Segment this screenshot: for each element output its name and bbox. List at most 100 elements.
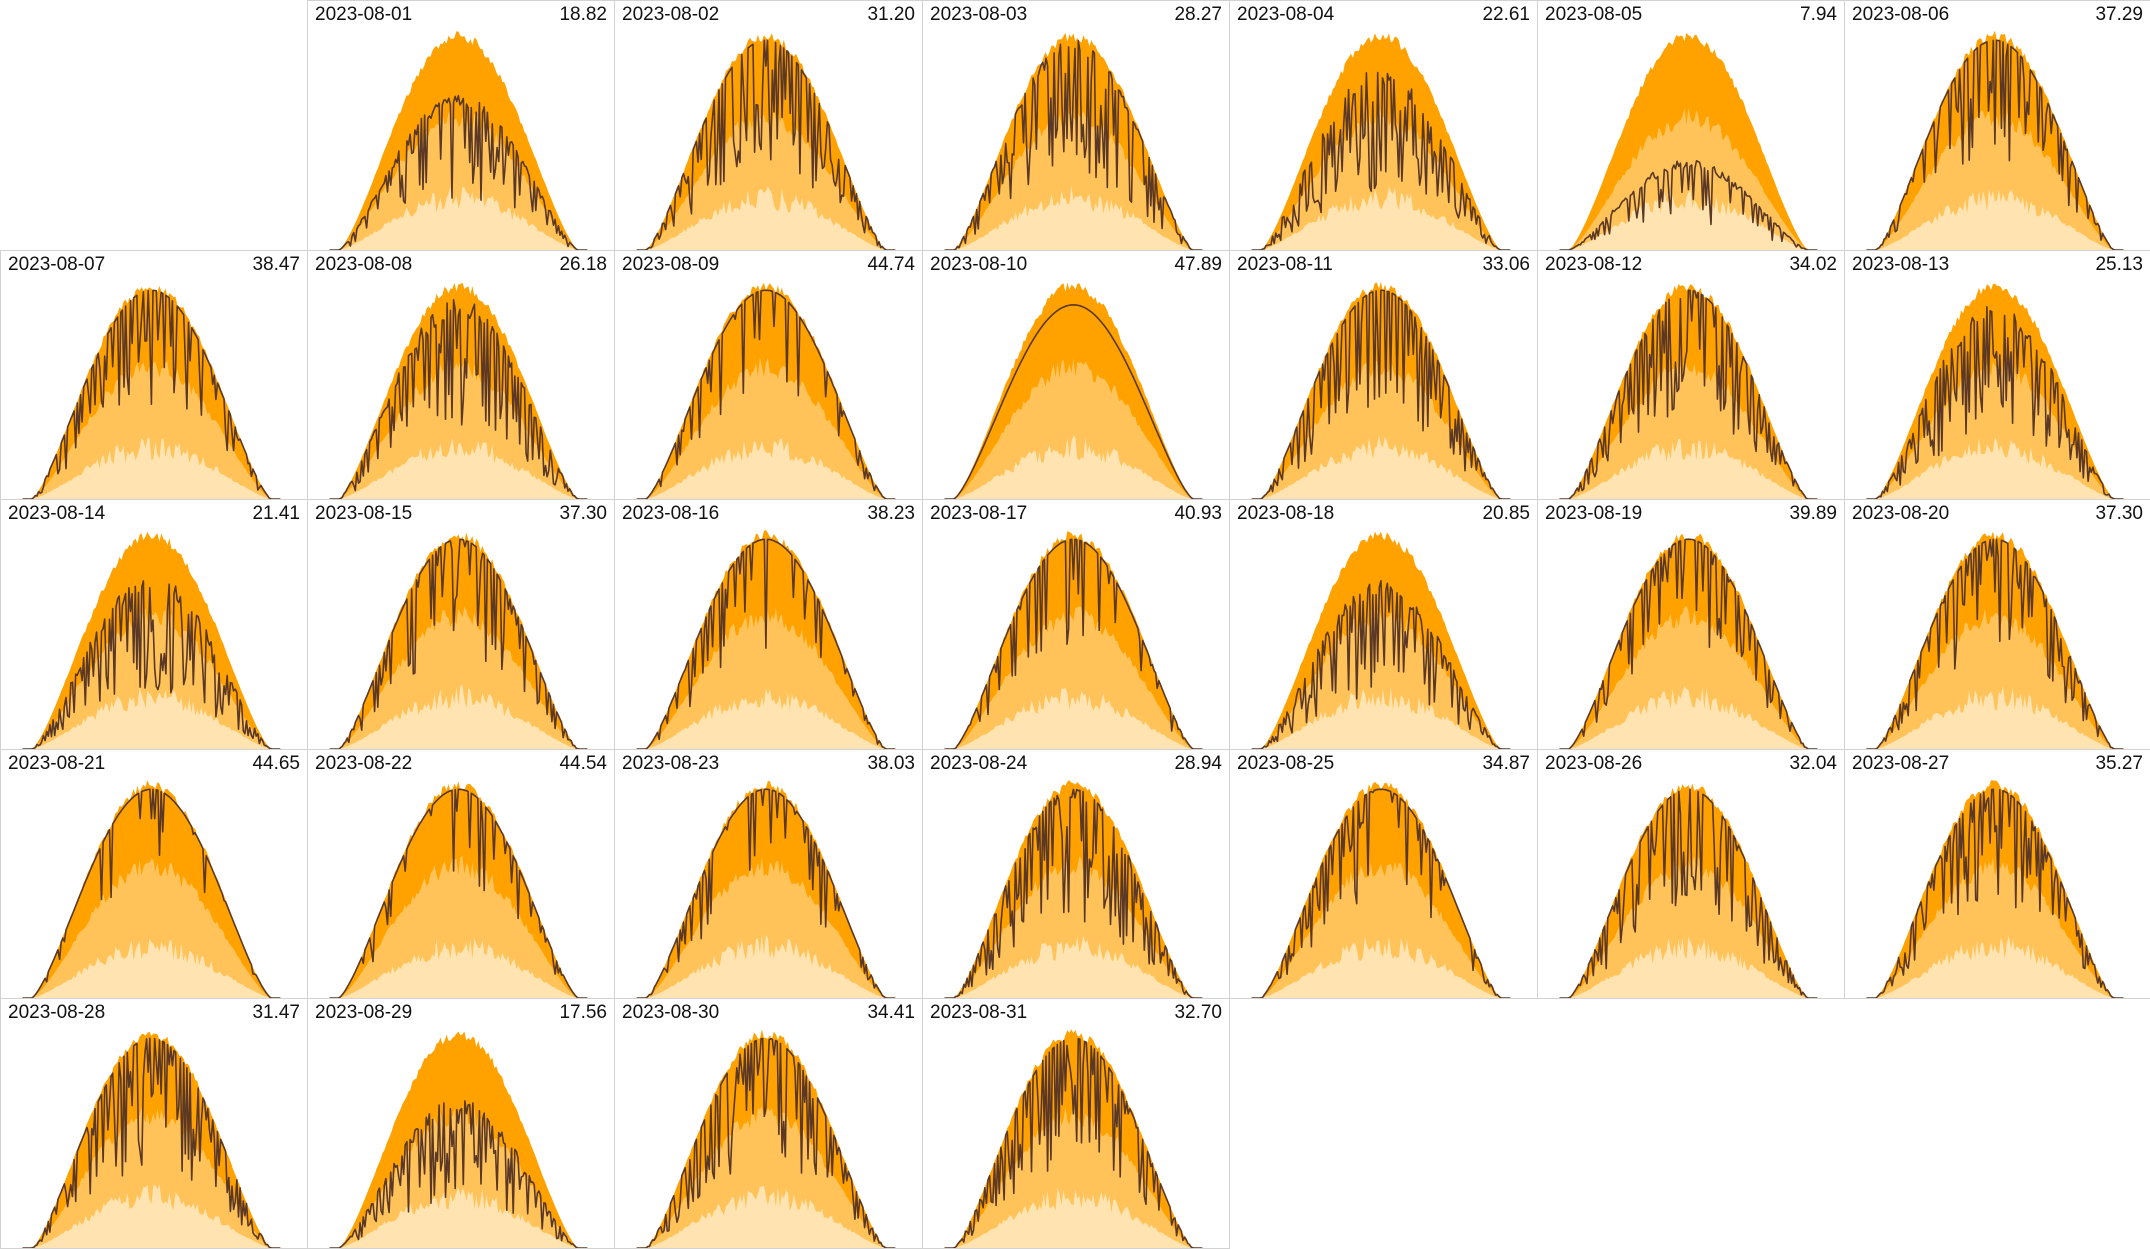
band-inner-area: [1875, 437, 2115, 499]
band-inner-area: [1568, 189, 1809, 250]
band-inner-area: [645, 1185, 886, 1248]
band-middle-area: [1568, 856, 1809, 998]
band-middle-area: [1875, 356, 2115, 499]
daily-total-label: 34.02: [1789, 254, 1837, 275]
day-cell: 2023-08-29 17.56: [307, 998, 615, 1249]
day-chart: [22, 1031, 281, 1248]
day-chart: [636, 33, 896, 250]
band-middle-area: [1568, 357, 1809, 499]
band-inner-area: [1568, 686, 1809, 749]
actual-production-line: [22, 788, 281, 998]
actual-production-line: [944, 788, 1203, 998]
day-cell: 2023-08-10 47.89: [922, 250, 1230, 500]
band-middle-area: [953, 606, 1194, 749]
band-inner-area: [645, 688, 886, 749]
date-label: 2023-08-06: [1852, 4, 1950, 25]
day-chart: [944, 32, 1203, 250]
band-inner-area: [1568, 936, 1809, 998]
actual-production-line: [22, 580, 281, 749]
actual-production-line: [636, 39, 896, 250]
daily-total-label: 22.61: [1482, 4, 1530, 25]
actual-production-line: [636, 1037, 896, 1248]
actual-production-line: [22, 1037, 281, 1248]
day-cell: 2023-08-27 35.27: [1844, 749, 2150, 999]
day-cell: 2023-08-05 7.94: [1537, 0, 1845, 251]
band-middle-area: [953, 1106, 1194, 1248]
day-cell: 2023-08-31 32.70: [922, 998, 1230, 1249]
actual-production-line: [944, 538, 1203, 749]
band-middle-area: [1875, 107, 2115, 250]
day-cell: 2023-08-15 37.30: [307, 499, 615, 750]
band-inner-area: [1260, 686, 1501, 749]
band-middle-area: [953, 358, 1194, 499]
day-chart: [1866, 531, 2124, 749]
day-chart: [329, 532, 588, 749]
daily-total-label: 25.13: [2095, 254, 2143, 275]
actual-production-line: [1866, 538, 2124, 749]
band-middle-area: [338, 1105, 579, 1248]
date-label: 2023-08-05: [1545, 4, 1643, 25]
day-cell: 2023-08-26 32.04: [1537, 749, 1845, 999]
daily-total-label: 37.30: [2095, 503, 2143, 524]
daily-total-label: 33.06: [1482, 254, 1530, 275]
daily-total-label: 28.94: [1174, 753, 1222, 774]
actual-production-line: [944, 40, 1203, 250]
date-label: 2023-08-31: [930, 1002, 1028, 1023]
band-inner-area: [953, 435, 1194, 499]
day-chart: [1866, 283, 2124, 499]
daily-total-label: 28.27: [1174, 4, 1222, 25]
band-inner-area: [1875, 686, 2115, 749]
daily-total-label: 31.20: [867, 4, 915, 25]
day-chart: [944, 282, 1203, 499]
day-chart: [636, 529, 896, 749]
day-chart: [1251, 531, 1511, 749]
day-chart: [944, 780, 1203, 998]
actual-production-line: [636, 289, 896, 499]
band-inner-area: [953, 1187, 1194, 1248]
date-label: 2023-08-04: [1237, 4, 1335, 25]
date-label: 2023-08-14: [8, 503, 106, 524]
band-middle-area: [338, 606, 579, 749]
day-cell: 2023-08-18 20.85: [1229, 499, 1538, 750]
date-label: 2023-08-26: [1545, 753, 1643, 774]
date-label: 2023-08-08: [315, 254, 413, 275]
daily-total-label: 7.94: [1800, 4, 1837, 25]
daily-total-label: 39.89: [1789, 503, 1837, 524]
daily-total-label: 38.03: [867, 753, 915, 774]
actual-production-line: [1251, 788, 1511, 998]
day-chart: [636, 1029, 896, 1248]
actual-production-line: [329, 788, 588, 998]
daily-total-label: 37.29: [2095, 4, 2143, 25]
actual-production-line: [1251, 289, 1511, 499]
band-middle-area: [1260, 106, 1501, 250]
date-label: 2023-08-10: [930, 254, 1028, 275]
day-cell: 2023-08-14 21.41: [0, 499, 308, 750]
date-label: 2023-08-25: [1237, 753, 1335, 774]
day-cell: 2023-08-19 39.89: [1537, 499, 1845, 750]
day-cell: 2023-08-13 25.13: [1844, 250, 2150, 500]
daily-total-label: 21.41: [252, 503, 300, 524]
actual-production-line: [329, 94, 588, 250]
daily-total-label: 31.47: [252, 1002, 300, 1023]
date-label: 2023-08-17: [930, 503, 1028, 524]
band-inner-area: [31, 938, 272, 998]
day-chart: [329, 31, 588, 250]
day-chart: [1559, 33, 1818, 250]
day-cell: 2023-08-09 44.74: [614, 250, 923, 500]
day-chart: [1559, 533, 1818, 749]
day-cell: 2023-08-01 18.82: [307, 0, 615, 251]
actual-production-line: [636, 788, 896, 998]
band-middle-area: [338, 359, 579, 499]
day-chart: [636, 282, 896, 499]
date-label: 2023-08-23: [622, 753, 720, 774]
daily-total-label: 40.93: [1174, 503, 1222, 524]
date-label: 2023-08-12: [1545, 254, 1643, 275]
day-cell: 2023-08-12 34.02: [1537, 250, 1845, 500]
date-label: 2023-08-21: [8, 753, 106, 774]
actual-production-line: [329, 298, 588, 499]
band-inner-area: [953, 687, 1194, 749]
daily-total-label: 38.47: [252, 254, 300, 275]
date-label: 2023-08-30: [622, 1002, 720, 1023]
date-label: 2023-08-24: [930, 753, 1028, 774]
day-chart: [636, 781, 896, 998]
